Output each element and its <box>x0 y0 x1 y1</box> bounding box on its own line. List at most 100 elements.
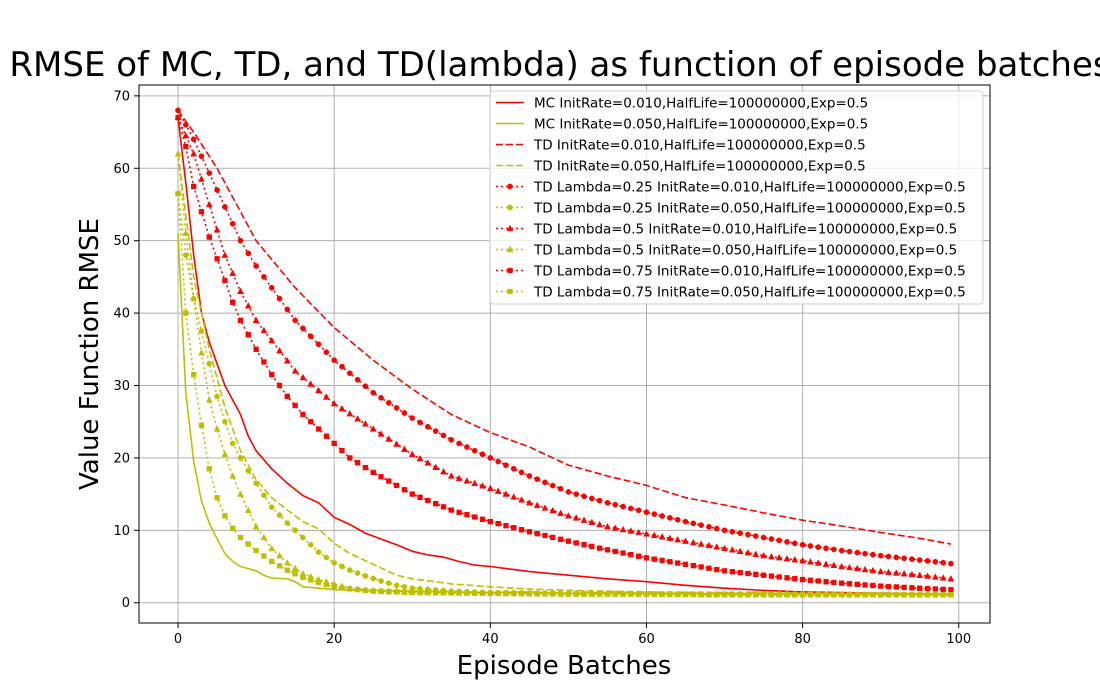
circle-marker <box>268 504 275 510</box>
circle-marker <box>643 509 650 516</box>
triangle-marker <box>877 567 885 575</box>
legend-entry: TD InitRate=0.010,HalfLife=100000000,Exp… <box>496 138 866 154</box>
circle-marker <box>596 497 603 504</box>
square-marker <box>183 143 189 150</box>
triangle-marker <box>276 551 283 559</box>
square-marker <box>495 521 501 527</box>
square-marker <box>831 579 837 586</box>
square-marker <box>924 585 931 592</box>
square-marker <box>714 592 720 598</box>
triangle-marker <box>205 396 213 403</box>
circle-marker <box>831 546 837 553</box>
triangle-marker <box>924 572 931 579</box>
circle-marker <box>222 204 228 210</box>
circle-marker <box>823 545 829 552</box>
triangle-marker <box>506 224 514 232</box>
triangle-marker <box>479 482 486 489</box>
circle-marker <box>635 507 642 514</box>
triangle-marker <box>658 533 666 540</box>
triangle-marker <box>182 229 190 237</box>
square-marker <box>362 587 369 594</box>
circle-marker <box>253 480 259 487</box>
square-marker <box>393 482 400 489</box>
circle-marker <box>214 187 220 193</box>
square-marker <box>721 592 728 598</box>
square-marker <box>433 501 439 507</box>
triangle-marker <box>767 552 775 560</box>
square-marker <box>347 586 353 592</box>
square-marker <box>495 590 501 597</box>
triangle-marker <box>869 566 877 574</box>
square-marker <box>636 591 642 597</box>
circle-marker <box>651 511 658 517</box>
square-marker <box>339 585 345 591</box>
square-marker <box>589 591 595 597</box>
square-marker <box>479 590 486 596</box>
square-marker <box>386 478 392 484</box>
circle-marker <box>292 527 298 534</box>
square-marker <box>893 592 899 598</box>
circle-marker <box>198 153 205 160</box>
circle-marker <box>604 499 611 506</box>
square-marker <box>464 590 470 596</box>
circle-marker <box>573 491 580 497</box>
square-marker <box>245 332 251 338</box>
circle-marker <box>237 455 244 461</box>
square-marker <box>885 583 892 590</box>
triangle-marker <box>885 568 892 575</box>
circle-marker <box>331 560 338 566</box>
triangle-marker <box>190 150 198 157</box>
square-marker <box>206 234 212 240</box>
circle-marker <box>370 575 377 582</box>
legend-label: TD Lambda=0.25 InitRate=0.050,HalfLife=1… <box>533 201 966 217</box>
triangle-marker <box>549 506 557 514</box>
circle-marker <box>557 485 564 492</box>
triangle-marker <box>346 410 354 417</box>
series-line <box>177 109 952 545</box>
square-marker <box>893 584 899 590</box>
triangle-marker <box>572 514 580 521</box>
square-marker <box>378 588 384 595</box>
circle-marker <box>682 518 689 525</box>
circle-marker <box>815 544 822 550</box>
square-marker <box>557 536 564 542</box>
triangle-marker <box>260 533 268 541</box>
series-1 <box>177 117 952 596</box>
square-marker <box>472 590 478 596</box>
square-marker <box>456 590 462 596</box>
legend-entry: TD Lambda=0.25 InitRate=0.010,HalfLife=1… <box>496 180 966 196</box>
square-marker <box>409 589 415 596</box>
circle-marker <box>385 400 392 406</box>
triangle-marker <box>564 512 572 519</box>
square-marker <box>557 591 564 597</box>
triangle-marker <box>752 550 760 557</box>
circle-marker <box>659 513 665 519</box>
legend-entry: TD Lambda=0.25 InitRate=0.050,HalfLife=1… <box>496 201 966 217</box>
square-marker <box>409 491 415 497</box>
triangle-marker <box>330 399 338 407</box>
square-marker <box>815 592 821 598</box>
square-marker <box>878 592 884 598</box>
square-marker <box>831 592 837 598</box>
square-marker <box>339 448 345 454</box>
triangle-marker <box>354 415 362 422</box>
square-marker <box>261 553 267 559</box>
circle-marker <box>378 578 384 584</box>
circle-marker <box>495 458 501 465</box>
circle-marker <box>323 554 330 561</box>
triangle-marker <box>689 538 697 546</box>
triangle-marker <box>283 559 291 566</box>
square-marker <box>596 591 603 597</box>
triangle-marker <box>611 524 619 531</box>
square-marker <box>698 564 704 570</box>
triangle-marker <box>229 269 237 276</box>
square-marker <box>924 592 931 598</box>
circle-marker <box>284 520 291 526</box>
circle-marker <box>378 394 384 401</box>
square-marker <box>565 538 572 544</box>
circle-marker <box>229 220 236 227</box>
legend-label: MC InitRate=0.050,HalfLife=100000000,Exp… <box>534 117 868 133</box>
square-marker <box>308 577 314 583</box>
square-marker <box>714 566 720 573</box>
square-marker <box>612 591 618 597</box>
